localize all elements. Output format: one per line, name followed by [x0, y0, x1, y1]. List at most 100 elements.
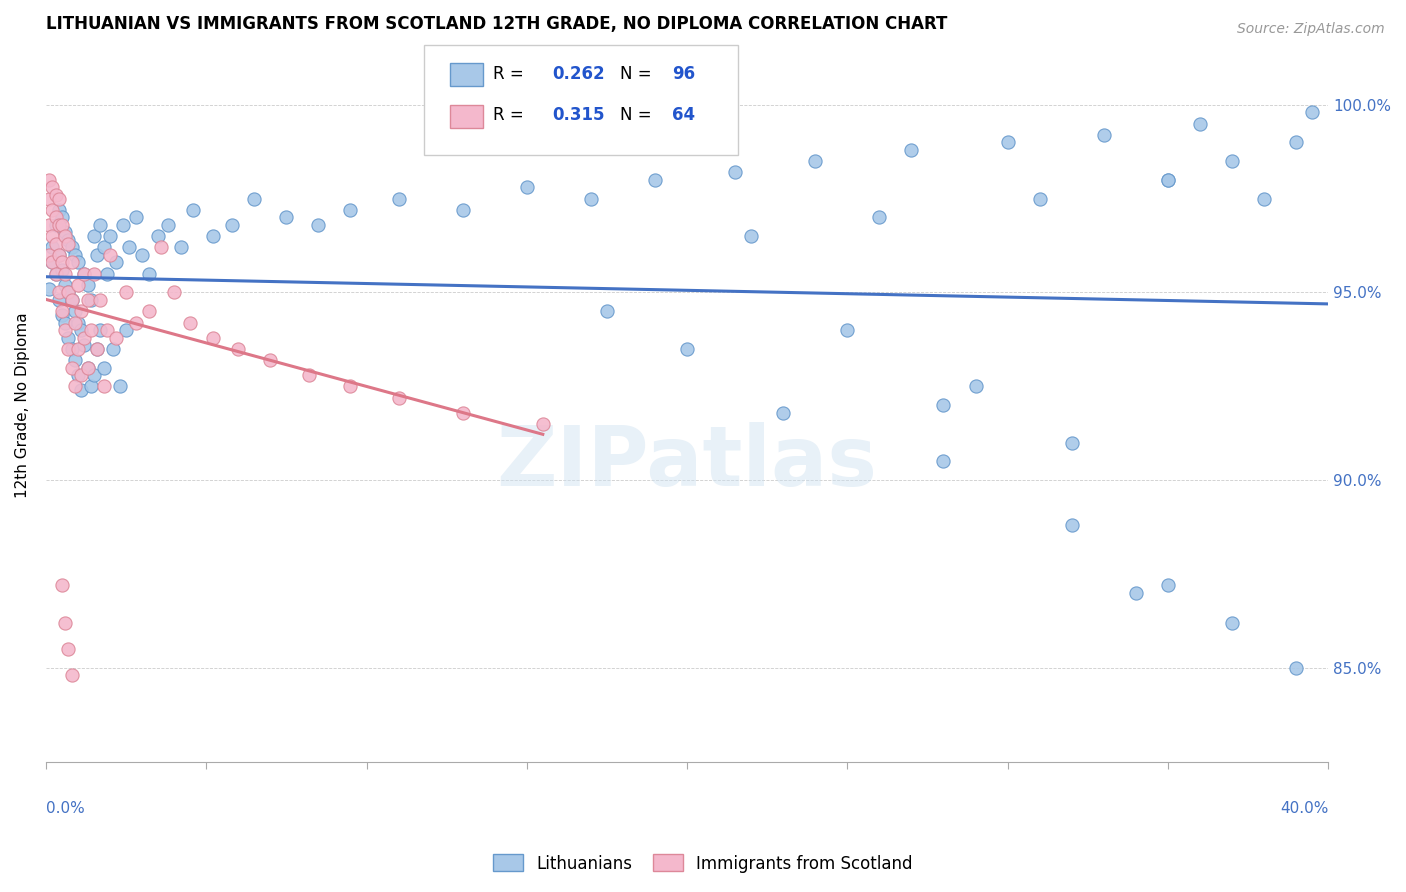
Point — [45, 236, 67, 251]
Point — [932, 454, 955, 468]
Point — [125, 316, 148, 330]
Point — [58, 642, 80, 657]
Point — [76, 277, 98, 292]
Point — [66, 255, 89, 269]
Text: 40.0%: 40.0% — [1279, 801, 1329, 816]
Point — [516, 180, 538, 194]
Point — [156, 218, 179, 232]
Point — [76, 360, 98, 375]
Text: 0.0%: 0.0% — [46, 801, 84, 816]
Point — [108, 379, 131, 393]
Point — [1220, 154, 1243, 169]
Point — [146, 229, 169, 244]
Point — [83, 368, 105, 382]
Point — [48, 218, 70, 232]
Point — [150, 240, 173, 254]
Point — [76, 360, 98, 375]
Point — [73, 330, 96, 344]
Point — [83, 229, 105, 244]
Legend: Lithuanians, Immigrants from Scotland: Lithuanians, Immigrants from Scotland — [486, 847, 920, 880]
Point — [70, 368, 93, 382]
Point — [96, 323, 118, 337]
Point — [1253, 192, 1275, 206]
Point — [1028, 192, 1050, 206]
Point — [38, 248, 60, 262]
Point — [63, 316, 86, 330]
Point — [83, 267, 105, 281]
FancyBboxPatch shape — [450, 104, 484, 128]
Point — [80, 293, 103, 307]
Point — [740, 229, 762, 244]
Point — [38, 218, 60, 232]
Point — [138, 267, 160, 281]
Point — [41, 229, 63, 244]
Point — [105, 330, 128, 344]
Point — [201, 330, 224, 344]
Point — [531, 417, 554, 431]
Point — [98, 229, 121, 244]
Point — [66, 277, 89, 292]
Point — [70, 383, 93, 397]
Point — [48, 293, 70, 307]
Point — [51, 308, 73, 322]
Point — [51, 211, 73, 225]
Point — [51, 304, 73, 318]
Point — [70, 304, 93, 318]
Point — [48, 248, 70, 262]
Point — [73, 267, 96, 281]
FancyBboxPatch shape — [450, 63, 484, 87]
Point — [93, 360, 115, 375]
Point — [89, 293, 111, 307]
Point — [60, 293, 83, 307]
Point — [1092, 128, 1115, 142]
Point — [451, 202, 474, 217]
Point — [86, 342, 108, 356]
Point — [89, 218, 111, 232]
Point — [86, 342, 108, 356]
Point — [89, 323, 111, 337]
Text: 0.315: 0.315 — [553, 106, 605, 125]
Point — [1157, 173, 1180, 187]
Point — [73, 267, 96, 281]
Point — [900, 143, 922, 157]
Point — [115, 323, 138, 337]
Point — [58, 285, 80, 300]
Point — [1157, 578, 1180, 592]
Point — [58, 342, 80, 356]
Point — [1220, 615, 1243, 630]
Point — [1125, 586, 1147, 600]
Point — [80, 379, 103, 393]
Point — [118, 240, 141, 254]
Point — [226, 342, 249, 356]
Point — [243, 192, 266, 206]
Point — [41, 255, 63, 269]
Point — [169, 240, 191, 254]
Point — [644, 173, 666, 187]
Point — [41, 180, 63, 194]
Point — [51, 263, 73, 277]
Text: 64: 64 — [672, 106, 695, 125]
Point — [579, 192, 602, 206]
Point — [48, 192, 70, 206]
Point — [115, 285, 138, 300]
Point — [339, 379, 361, 393]
Point — [41, 255, 63, 269]
Y-axis label: 12th Grade, No Diploma: 12th Grade, No Diploma — [15, 312, 30, 498]
Text: R =: R = — [494, 106, 530, 125]
Point — [676, 342, 699, 356]
Point — [804, 154, 827, 169]
Text: ZIPatlas: ZIPatlas — [496, 422, 877, 503]
Point — [179, 316, 201, 330]
Point — [51, 218, 73, 232]
Point — [48, 285, 70, 300]
Point — [837, 323, 859, 337]
Point — [60, 255, 83, 269]
Point — [1301, 105, 1323, 120]
Point — [48, 248, 70, 262]
Text: 0.262: 0.262 — [553, 65, 605, 83]
Point — [96, 267, 118, 281]
Point — [41, 240, 63, 254]
Point — [125, 211, 148, 225]
Point — [45, 187, 67, 202]
Point — [60, 360, 83, 375]
